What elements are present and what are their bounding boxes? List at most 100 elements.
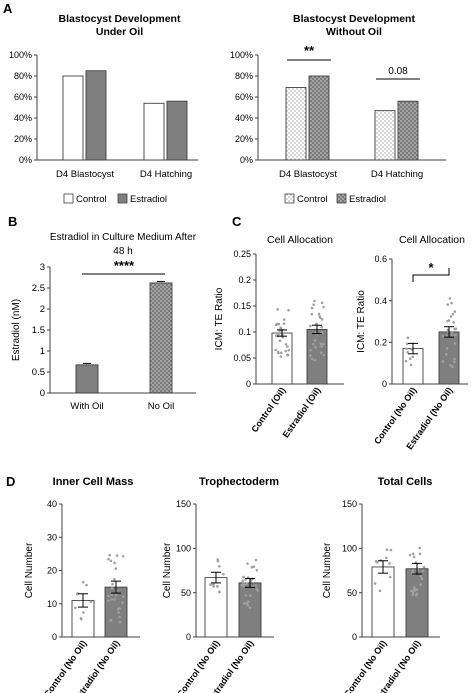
x-tick-label: D4 Hatching <box>140 169 192 180</box>
bar-estradiol-2 <box>397 100 419 161</box>
y-tick-label: 1.5 <box>32 325 45 336</box>
data-point <box>318 315 322 318</box>
data-point <box>85 583 88 587</box>
data-point <box>410 589 413 593</box>
y-tick-label: 100 <box>176 544 191 554</box>
data-point <box>249 594 252 597</box>
data-point <box>118 615 121 619</box>
data-point <box>113 598 116 601</box>
data-point <box>322 342 325 346</box>
chart-b: 0 0.5 1 1.5 2 2.5 3 Estradiol in Culture Medium… <box>11 232 197 412</box>
y-tick-label: 1 <box>40 346 45 357</box>
chart-title: Without Oil <box>326 26 382 38</box>
data-point <box>406 350 409 354</box>
data-point <box>108 553 111 557</box>
bar-estradiol-1 <box>308 75 330 161</box>
data-point <box>441 334 445 338</box>
bar-2 <box>438 331 460 385</box>
data-point <box>117 611 120 614</box>
data-point <box>408 553 412 557</box>
data-point <box>274 348 278 352</box>
data-point <box>409 363 413 367</box>
legend-a2: Control Estradiol <box>284 193 386 205</box>
data-point <box>453 342 457 345</box>
chart-title: Under Oil <box>96 26 143 38</box>
x-tick-label: D4 Blastocyst <box>279 169 337 180</box>
data-point <box>453 360 456 364</box>
legend-a1: Control Estradiol <box>63 193 167 205</box>
data-point <box>240 583 244 587</box>
chart-title: Blastocyst Development <box>59 13 181 25</box>
y-tick-label: 150 <box>342 499 357 509</box>
legend-label-estradiol: Estradiol <box>130 194 167 205</box>
legend-label-estradiol: Estradiol <box>349 194 386 205</box>
data-point <box>287 348 291 352</box>
significance-bracket <box>412 268 450 282</box>
x-tick-label: Control (Oil) <box>249 385 287 434</box>
data-point <box>254 584 258 587</box>
data-point <box>388 562 391 565</box>
data-point <box>418 546 422 550</box>
data-point <box>451 312 455 316</box>
y-tick-label: 80% <box>235 71 253 81</box>
data-point <box>118 620 122 624</box>
y-axis-label: ICM: TE Ratio <box>356 290 367 353</box>
data-point <box>451 365 454 369</box>
panel-letter-d: D <box>6 474 15 489</box>
data-point <box>449 315 453 318</box>
y-tick-label: 0.15 <box>233 301 251 311</box>
data-point <box>415 592 419 596</box>
data-point <box>444 352 448 356</box>
data-point <box>411 552 415 556</box>
y-tick-label: 3 <box>40 262 45 273</box>
y-tick-label: 20 <box>47 566 57 576</box>
chart-a2: 0% 20% 40% 60% 80% 100% Blastocyst Development… <box>230 13 446 180</box>
y-axis-label: Cell Number <box>24 542 35 598</box>
y-tick-label: 50 <box>181 588 191 598</box>
data-point <box>242 575 245 579</box>
y-axis-label: Estradiol (nM) <box>11 299 22 361</box>
data-point <box>114 593 118 597</box>
data-point <box>284 349 288 353</box>
data-point <box>114 567 118 570</box>
data-point <box>452 321 455 324</box>
data-point <box>405 347 409 351</box>
data-point <box>419 583 422 586</box>
bar-1 <box>271 332 293 385</box>
data-point <box>453 310 457 313</box>
data-point <box>79 617 83 621</box>
x-tick-label: With Oil <box>70 401 103 412</box>
chart-title: Inner Cell Mass <box>53 476 134 488</box>
chart-title: Estradiol in Culture Medium After <box>50 232 197 243</box>
y-tick-label: 60% <box>14 92 32 102</box>
bar-control-2 <box>374 110 396 161</box>
data-point <box>216 558 220 561</box>
data-point <box>320 344 323 348</box>
data-point <box>405 342 409 346</box>
data-point <box>286 353 290 357</box>
data-point <box>446 319 449 323</box>
data-point <box>421 569 425 573</box>
data-point <box>256 589 259 592</box>
y-tick-label: 0% <box>240 155 253 165</box>
data-point <box>411 355 415 359</box>
y-axis-label: Cell Number <box>162 542 173 598</box>
data-point <box>116 607 120 610</box>
data-point <box>388 575 392 579</box>
data-point <box>418 552 422 556</box>
y-tick-label: 0 <box>40 388 45 399</box>
data-point <box>74 606 77 610</box>
y-tick-label: 0.25 <box>233 249 251 259</box>
data-point <box>441 360 445 363</box>
data-point <box>107 557 110 561</box>
data-point <box>107 599 110 602</box>
data-point <box>255 569 259 572</box>
chart-a1: 0% 20% 40% 60% 80% 100% Blastocyst Development… <box>9 13 198 180</box>
significance-label: ** <box>304 43 315 58</box>
bar-1 <box>75 364 99 394</box>
data-point <box>212 582 215 586</box>
data-point <box>453 357 456 361</box>
y-tick-label: 0.6 <box>374 254 387 264</box>
